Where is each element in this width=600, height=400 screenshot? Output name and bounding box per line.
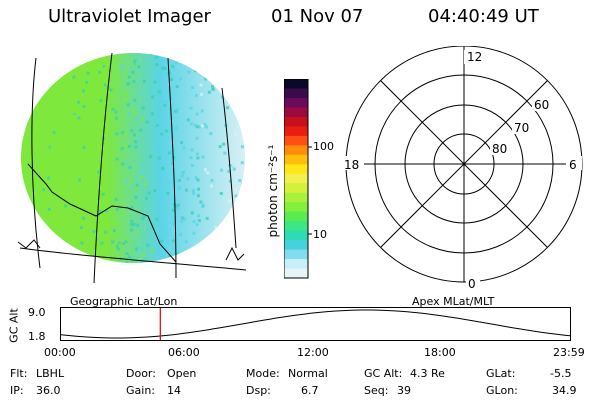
timeline-xtick-3: 18:00 bbox=[424, 346, 456, 359]
dsp-label: Dsp: bbox=[246, 384, 271, 397]
colorbar-swatch bbox=[284, 249, 308, 260]
door-label: Door: bbox=[126, 367, 156, 380]
geo-grid-label: Geographic Lat/Lon bbox=[70, 295, 178, 308]
colorbar-swatch bbox=[284, 97, 308, 109]
instrument-title: Ultraviolet Imager bbox=[48, 6, 211, 27]
colorbar-swatch bbox=[284, 135, 308, 146]
gcalt-label: GC Alt: bbox=[364, 367, 403, 380]
colorbar-swatch bbox=[284, 211, 308, 222]
lat-label-80: 80 bbox=[492, 142, 507, 156]
glon-label: GLon: bbox=[486, 384, 518, 397]
door-value: Open bbox=[167, 367, 197, 380]
polar-label-0: 0 bbox=[468, 277, 476, 290]
colorbar-swatch bbox=[284, 230, 308, 241]
polar-label-6: 6 bbox=[569, 158, 577, 172]
timeline-ytick-9: 9.0 bbox=[28, 306, 46, 319]
lat-label-60: 60 bbox=[534, 98, 549, 112]
colorbar-swatch bbox=[284, 202, 308, 213]
timeline-xtick-4: 23:59 bbox=[553, 346, 585, 359]
ip-label: IP: bbox=[10, 384, 24, 397]
colorbar-swatch bbox=[284, 192, 308, 203]
mode-value: Normal bbox=[288, 367, 328, 380]
date-label: 01 Nov 07 bbox=[271, 6, 364, 27]
time-label: 04:40:49 UT bbox=[428, 6, 539, 27]
glon-value: 34.9 bbox=[552, 384, 577, 397]
timeline-ytick-1.8: 1.8 bbox=[28, 330, 46, 343]
flt-label: Flt: bbox=[10, 367, 28, 380]
uv-image bbox=[17, 52, 247, 284]
timeline-xtick-2: 12:00 bbox=[297, 346, 329, 359]
colorbar-tick-100: 100 bbox=[313, 140, 334, 153]
gain-value: 14 bbox=[167, 384, 181, 397]
colorbar-unit-label: photon cm⁻²s⁻¹ bbox=[266, 144, 280, 238]
glat-label: GLat: bbox=[486, 367, 516, 380]
seq-label: Seq: bbox=[364, 384, 389, 397]
colorbar-swatch bbox=[284, 116, 308, 127]
polar-label-12: 12 bbox=[467, 50, 482, 64]
colorbar-swatch bbox=[284, 88, 308, 99]
polar-label-18: 18 bbox=[344, 158, 359, 172]
colorbar-swatch bbox=[284, 240, 308, 251]
timeline-axis-title: GC Alt bbox=[7, 308, 21, 343]
gcalt-value: 4.3 Re bbox=[410, 367, 445, 380]
image-disk bbox=[21, 53, 245, 263]
colorbar-swatch bbox=[284, 183, 308, 194]
colorbar-swatch bbox=[284, 173, 308, 184]
ip-value: 36.0 bbox=[36, 384, 61, 397]
timeline-xtick-1: 06:00 bbox=[168, 346, 200, 359]
flt-value: LBHL bbox=[36, 367, 65, 380]
colorbar-swatch bbox=[284, 268, 308, 279]
colorbar-swatch bbox=[284, 79, 308, 90]
colorbar-swatch bbox=[284, 126, 308, 137]
colorbar-swatch bbox=[284, 164, 308, 175]
colorbar-swatch bbox=[284, 154, 308, 165]
colorbar-swatch bbox=[284, 145, 308, 156]
polar-dial: 12 18 6 0 60 70 80 bbox=[340, 46, 583, 290]
lat-label-70: 70 bbox=[514, 121, 529, 135]
colorbar-tick-10: 10 bbox=[313, 228, 327, 241]
colorbar bbox=[284, 79, 312, 279]
mode-label: Mode: bbox=[246, 367, 280, 380]
glat-value: -5.5 bbox=[550, 367, 572, 380]
dsp-value: 6.7 bbox=[301, 384, 319, 397]
geographic-grid bbox=[17, 52, 247, 284]
colorbar-swatch bbox=[284, 221, 308, 232]
timeline-plot bbox=[60, 307, 571, 341]
colorbar-swatch bbox=[284, 107, 308, 118]
colorbar-swatch bbox=[284, 259, 308, 270]
seq-value: 39 bbox=[397, 384, 411, 397]
apex-grid-label: Apex MLat/MLT bbox=[412, 295, 495, 308]
timeline-xtick-0: 00:00 bbox=[44, 346, 76, 359]
gain-label: Gain: bbox=[126, 384, 155, 397]
